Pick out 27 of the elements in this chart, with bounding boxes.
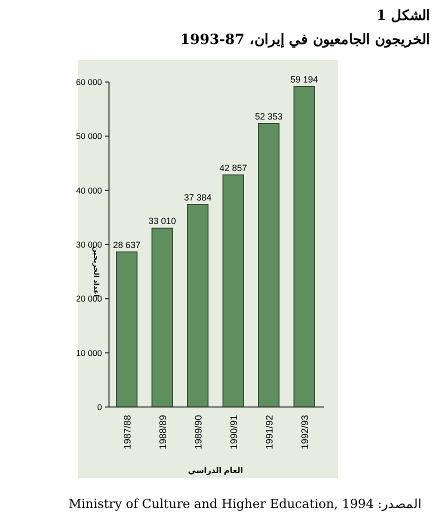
data-label: 52 353 — [254, 111, 283, 122]
data-label: 59 194 — [290, 74, 318, 84]
bar — [294, 86, 315, 408]
bar — [116, 251, 138, 408]
x-tick-label: 1987/88 — [122, 415, 134, 450]
data-label: 33 010 — [148, 216, 176, 226]
data-label: 37 384 — [184, 192, 212, 203]
y-tick-label: 0 — [97, 402, 102, 412]
x-tick-label: 1988/89 — [158, 415, 169, 450]
x-tick-label: 1990/91 — [228, 415, 240, 450]
text: الشكل 1 — [376, 8, 430, 24]
x-axis-title: العام الدراسي — [188, 466, 244, 475]
x-tick-label: 1989/90 — [193, 415, 204, 450]
y-tick-label: 50 000 — [76, 131, 102, 142]
x-tick-label: 1991/92 — [264, 415, 276, 450]
y-tick-label: 10 000 — [76, 348, 102, 358]
y-tick-label: 60 000 — [76, 77, 102, 87]
data-label: 28 637 — [112, 240, 141, 250]
text: المصدر: Ministry of Culture and Higher Education, 1994 — [68, 496, 422, 512]
y-tick-label: 40 000 — [76, 185, 102, 196]
chart-subtitle: الخريجون الجامعيون في إيران، 87-1993 — [180, 32, 430, 49]
bar — [258, 123, 280, 408]
data-label: 42 857 — [219, 162, 248, 173]
bar — [187, 204, 208, 408]
bar — [152, 228, 173, 408]
x-tick-label: 1992/93 — [300, 415, 311, 450]
bar — [222, 174, 244, 408]
